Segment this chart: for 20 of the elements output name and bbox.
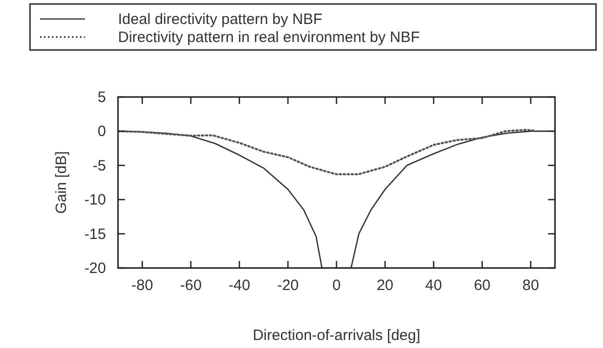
y-tick-label: -5 [92, 157, 106, 174]
x-tick-label: 40 [425, 277, 442, 294]
y-axis-title: Gain [dB] [53, 151, 70, 214]
line-series [118, 128, 534, 176]
y-tick-label: 0 [98, 123, 106, 140]
y-tick-label: -20 [84, 260, 106, 277]
x-tick-label: 0 [332, 277, 341, 294]
x-tick-label: 20 [376, 277, 394, 294]
y-tick-label: -15 [84, 226, 106, 243]
x-tick-label: 80 [522, 277, 540, 294]
x-tick-label: -40 [228, 277, 250, 294]
legend-label: Ideal directivity pattern by NBF [118, 11, 322, 28]
x-tick-label: -80 [131, 277, 154, 294]
x-axis-title: Direction-of-arrivals [deg] [252, 327, 420, 344]
x-tick-label: 60 [474, 277, 491, 294]
legend-label: Directivity pattern in real environment by NBF [118, 29, 420, 46]
y-tick-label: 5 [98, 89, 106, 106]
y-tick-label: -10 [84, 192, 106, 209]
x-tick-label: -60 [180, 277, 202, 294]
x-tick-label: -20 [277, 277, 299, 294]
